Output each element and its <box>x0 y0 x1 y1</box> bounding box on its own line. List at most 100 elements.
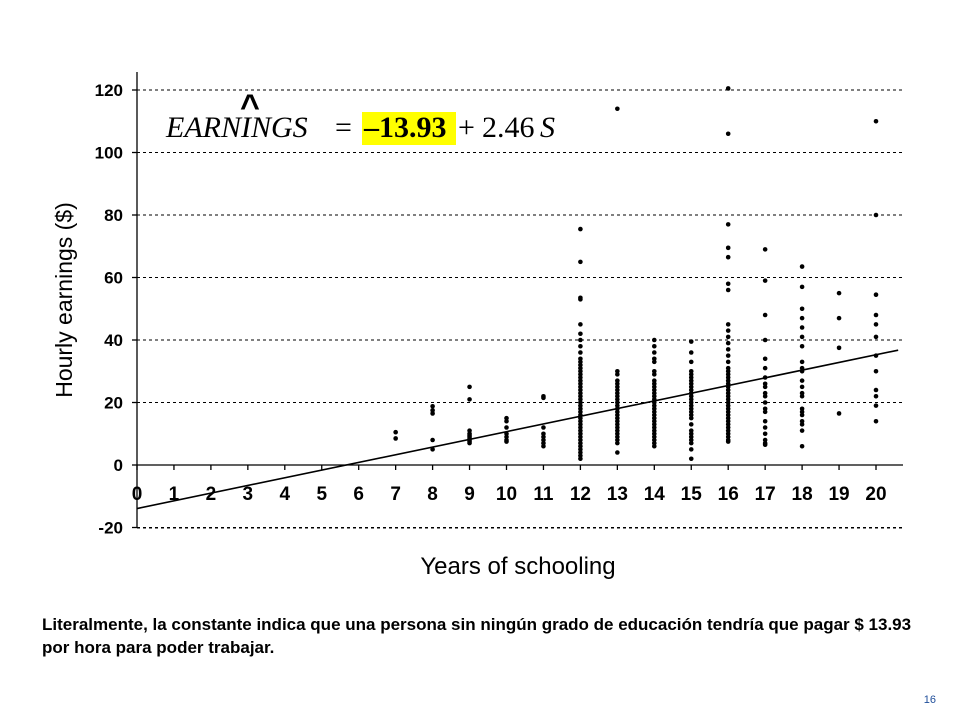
x-tick-label: 19 <box>828 484 849 505</box>
x-tick-label: 18 <box>792 484 813 505</box>
data-point <box>725 439 731 444</box>
x-tick-label: 7 <box>390 484 401 505</box>
equation-equals: = <box>335 111 352 144</box>
data-point <box>762 425 768 430</box>
regression-line <box>136 349 899 510</box>
data-point <box>799 422 805 427</box>
y-axis-title: Hourly earnings ($) <box>51 202 77 398</box>
data-point <box>799 378 805 383</box>
x-tick-label: 0 <box>132 484 143 505</box>
data-point <box>762 356 768 362</box>
equation-slope-var: S <box>540 111 555 144</box>
x-tick-label: 5 <box>316 484 327 505</box>
equation-plus: + <box>458 111 475 144</box>
regression-line-path <box>136 349 899 510</box>
data-point <box>578 331 583 337</box>
x-tick-label: 1 <box>169 484 180 505</box>
data-point <box>873 418 879 424</box>
data-point <box>688 415 694 421</box>
data-point <box>762 431 768 437</box>
data-point <box>615 106 620 112</box>
x-tick-label: 3 <box>243 484 254 505</box>
data-point <box>836 315 842 321</box>
data-point <box>578 322 583 327</box>
data-point <box>430 403 435 409</box>
x-tick-label: 8 <box>427 484 438 505</box>
equation-lhs: EARNINGS <box>165 111 308 144</box>
data-point <box>393 436 398 441</box>
x-tick-label: 14 <box>644 484 666 505</box>
data-point <box>725 131 731 137</box>
intercept-highlight <box>362 112 456 145</box>
data-point <box>725 86 731 91</box>
data-point <box>393 429 398 435</box>
x-tick-label: 12 <box>570 484 591 505</box>
data-point <box>873 387 879 393</box>
data-point <box>762 337 768 343</box>
data-point <box>873 322 879 327</box>
data-point <box>688 350 694 355</box>
x-tick-label: 13 <box>607 484 628 505</box>
data-point <box>725 340 731 346</box>
data-point <box>504 439 509 444</box>
x-tick-label: 6 <box>353 484 364 505</box>
data-point <box>725 222 731 227</box>
data-point <box>762 312 768 318</box>
data-point <box>725 254 731 260</box>
data-point <box>799 306 805 312</box>
x-tick-label: 15 <box>681 484 703 505</box>
data-point <box>578 297 583 302</box>
data-point <box>430 411 435 416</box>
data-point <box>873 118 879 124</box>
equation-slope-coef: 2.46 <box>482 111 535 144</box>
x-tick-label: 16 <box>718 484 739 505</box>
data-point <box>652 359 657 365</box>
data-point <box>615 372 620 377</box>
data-point <box>799 264 805 269</box>
data-point <box>836 345 842 351</box>
data-point <box>615 450 620 455</box>
x-tick-label: 20 <box>865 484 886 505</box>
data-point <box>725 287 731 293</box>
data-point <box>430 437 435 443</box>
data-point <box>762 418 768 424</box>
data-point <box>873 212 879 218</box>
data-point <box>799 343 805 349</box>
data-point <box>762 384 768 390</box>
data-point <box>873 312 879 318</box>
gridlines <box>137 89 903 528</box>
data-point <box>725 334 731 340</box>
y-tick-label: 0 <box>114 456 123 475</box>
data-point <box>467 384 472 390</box>
data-point <box>873 292 879 297</box>
data-point <box>578 343 583 349</box>
y-tick-labels: -20 0 20 40 60 80 100 120 <box>95 81 137 538</box>
data-point <box>467 397 472 402</box>
data-point <box>467 440 472 446</box>
data-point <box>799 384 805 390</box>
data-point <box>688 456 694 462</box>
data-point <box>725 322 731 327</box>
data-point <box>652 343 657 349</box>
data-point <box>430 447 435 452</box>
axes <box>136 72 903 529</box>
x-tick-label: 11 <box>533 484 554 505</box>
regression-equation: EARNINGS ^ = –13.93 + 2.46 S <box>165 88 555 145</box>
caption-text: Literalmente, la constante indica que un… <box>42 615 912 657</box>
data-point <box>688 447 694 452</box>
y-tick-label: -20 <box>98 519 123 538</box>
x-tick-label: 10 <box>496 484 517 505</box>
data-point <box>799 393 805 399</box>
data-point <box>688 422 694 427</box>
data-point <box>836 290 842 296</box>
data-point <box>799 315 805 321</box>
data-point <box>799 412 805 418</box>
data-point <box>873 368 879 374</box>
data-point <box>504 418 509 424</box>
data-point <box>762 365 768 371</box>
data-point <box>578 337 583 343</box>
data-point <box>799 334 805 340</box>
data-point <box>799 428 805 433</box>
data-point <box>762 400 768 405</box>
